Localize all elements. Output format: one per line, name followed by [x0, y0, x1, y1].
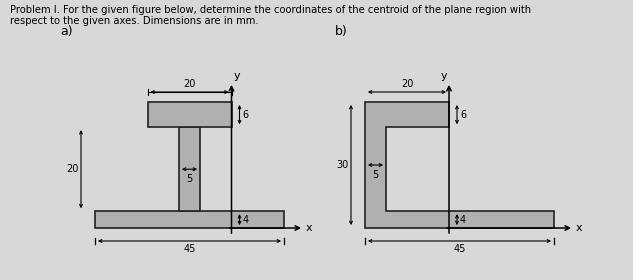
Text: 4: 4 — [460, 214, 466, 225]
Bar — [95, 211, 284, 228]
Text: 45: 45 — [453, 244, 466, 254]
Text: y: y — [441, 71, 447, 81]
Bar — [147, 102, 232, 127]
Text: a): a) — [60, 25, 73, 38]
Text: 5: 5 — [186, 174, 192, 184]
Text: respect to the given axes. Dimensions are in mm.: respect to the given axes. Dimensions ar… — [10, 16, 259, 26]
Text: 20: 20 — [401, 79, 413, 89]
Polygon shape — [365, 102, 554, 228]
Text: y: y — [234, 71, 240, 81]
Text: 30: 30 — [337, 160, 349, 170]
Text: x: x — [576, 223, 582, 233]
Text: 45: 45 — [184, 244, 196, 254]
Text: 20: 20 — [66, 164, 79, 174]
Text: x: x — [306, 223, 313, 233]
Text: 4: 4 — [242, 214, 249, 225]
Text: 5: 5 — [372, 170, 379, 180]
Bar — [179, 127, 200, 211]
Text: b): b) — [335, 25, 348, 38]
Text: 20: 20 — [184, 79, 196, 89]
Text: Problem I. For the given figure below, determine the coordinates of the centroid: Problem I. For the given figure below, d… — [10, 5, 531, 15]
Text: 6: 6 — [460, 109, 466, 120]
Text: 6: 6 — [242, 109, 249, 120]
